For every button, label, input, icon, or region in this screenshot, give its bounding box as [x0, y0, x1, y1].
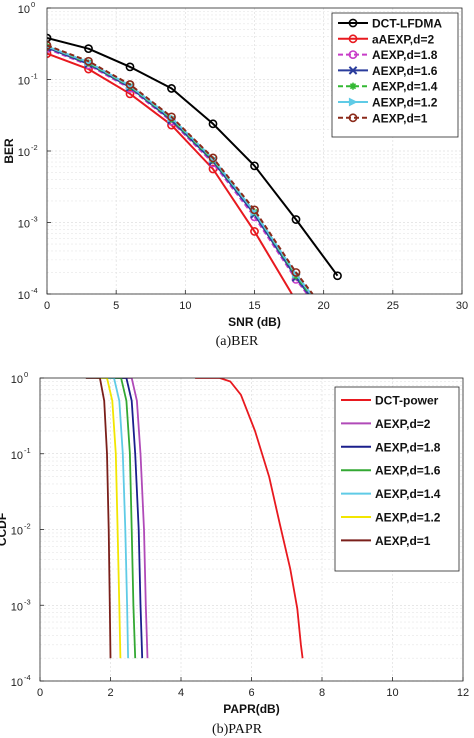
legend-marker [348, 66, 358, 75]
legend-label-2: AEXP,d=1.8 [375, 440, 441, 454]
x-axis-label: SNR (dB) [228, 315, 281, 329]
x-tick-label: 4 [178, 687, 184, 699]
legend-marker [348, 18, 358, 28]
figure-caption: (b)PAPR [212, 722, 263, 737]
y-tick-exp: -4 [24, 673, 31, 682]
legend-label-6: AEXP,d=1 [375, 534, 431, 548]
legend-marker [348, 113, 358, 123]
data-point [333, 271, 342, 281]
y-tick-base: 10 [18, 147, 30, 159]
series-line-0 [195, 378, 304, 659]
data-point [250, 227, 259, 236]
y-tick-base: 10 [11, 450, 23, 462]
data-point [125, 89, 135, 99]
legend-label-5: AEXP,d=1.2 [372, 96, 438, 110]
legend-label-3: AEXP,d=1.6 [375, 464, 441, 478]
data-point [250, 161, 259, 171]
data-point [167, 84, 176, 93]
series-line-2 [110, 378, 144, 659]
y-tick-base: 10 [18, 76, 30, 88]
y-tick-base: 10 [18, 219, 30, 231]
legend-label-5: AEXP,d=1.2 [375, 511, 441, 525]
x-tick-label: 8 [319, 687, 325, 699]
series-line-3 [105, 378, 137, 659]
x-tick-label: 2 [107, 687, 113, 699]
data-point [167, 112, 176, 122]
x-tick-label: 6 [248, 687, 254, 699]
legend-label-0: DCT-power [375, 394, 439, 408]
y-tick-base: 10 [11, 677, 23, 689]
x-tick-label: 20 [318, 300, 330, 312]
x-tick-label: 25 [387, 300, 399, 312]
legend-marker [348, 34, 358, 44]
data-point [84, 56, 93, 66]
data-point [208, 153, 218, 163]
legend-label-2: AEXP,d=1.8 [372, 48, 438, 62]
y-tick-exp: -1 [31, 72, 38, 81]
y-tick-base: 10 [11, 601, 23, 613]
x-tick-label: 0 [37, 687, 43, 699]
y-tick-exp: -2 [31, 143, 38, 152]
data-point [291, 215, 301, 224]
data-point [125, 80, 135, 89]
data-point [125, 62, 135, 72]
y-tick-exp: -4 [31, 286, 38, 295]
y-tick-base: 10 [18, 4, 30, 16]
legend-label-0: DCT-LFDMA [372, 17, 442, 31]
series-group [85, 378, 304, 659]
y-tick-exp: 0 [24, 370, 28, 379]
legend-label-4: AEXP,d=1.4 [375, 487, 441, 501]
x-tick-label: 30 [456, 300, 468, 312]
legend-label-3: AEXP,d=1.6 [372, 64, 438, 78]
y-tick-exp: 0 [31, 0, 35, 9]
x-tick-label: 12 [457, 687, 469, 699]
x-axis-label: PAPR(dB) [223, 702, 279, 716]
x-tick-label: 15 [248, 300, 260, 312]
legend-marker [348, 50, 358, 59]
figure-caption: (a)BER [216, 334, 259, 349]
y-tick-base: 10 [18, 290, 30, 302]
legend-label-1: AEXP,d=2 [375, 417, 431, 431]
data-point [291, 268, 301, 277]
series-group [47, 33, 342, 294]
x-tick-label: 0 [44, 300, 50, 312]
y-tick-exp: -3 [24, 597, 31, 606]
series-line-5 [96, 378, 122, 659]
legend-label-1: aAEXP,d=2 [372, 32, 434, 46]
legend-marker [348, 97, 358, 107]
y-tick-base: 10 [11, 374, 23, 386]
legend-box [331, 12, 459, 138]
y-tick-exp: -2 [24, 522, 31, 531]
x-tick-label: 10 [179, 300, 191, 312]
x-tick-label: 5 [113, 300, 119, 312]
series-line-1 [117, 378, 149, 659]
data-point [84, 44, 93, 54]
y-tick-exp: -3 [31, 215, 38, 224]
y-axis-label: BER [2, 138, 16, 164]
series-line-4 [101, 378, 129, 659]
series-line-6 [47, 44, 314, 294]
series-line-3 [47, 46, 310, 294]
legend-label-6: AEXP,d=1 [372, 111, 428, 125]
legend: DCT-power AEXP,d=2 AEXP,d=1.8 AEXP,d=1.6 AEX… [334, 386, 460, 572]
legend-label-4: AEXP,d=1.4 [372, 80, 438, 94]
y-tick-base: 10 [11, 526, 23, 538]
data-point [208, 119, 218, 129]
x-tick-label: 10 [386, 687, 398, 699]
series-line-6 [85, 378, 112, 659]
y-tick-exp: -1 [24, 446, 31, 455]
y-axis-label: CCDF [0, 513, 9, 546]
series-line-0 [47, 37, 339, 277]
legend-marker [349, 82, 357, 90]
data-point [250, 205, 259, 215]
